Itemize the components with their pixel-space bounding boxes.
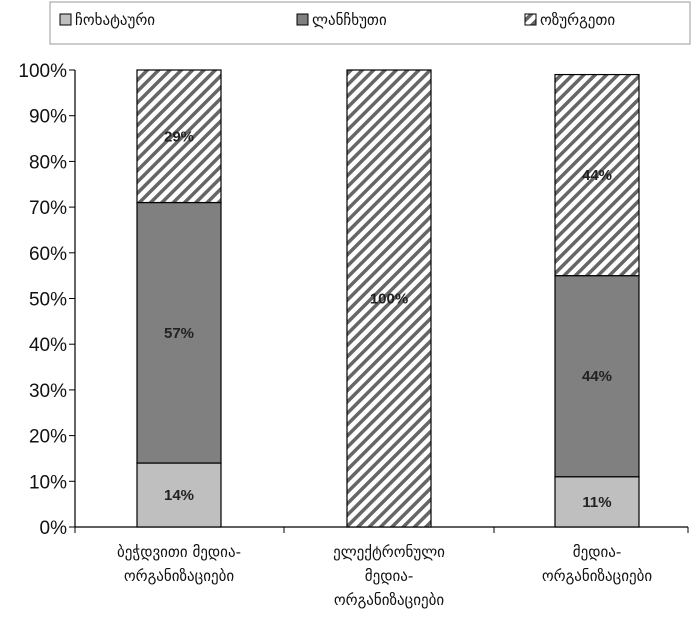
- category-labels: ბეჭდვითი მედია-ორგანიზაციები ელექტრონული მ…: [117, 543, 652, 609]
- category-label: მედია-: [365, 567, 414, 585]
- category-label: ორგანიზაციები: [334, 591, 445, 609]
- y-tick-label: 10%: [29, 472, 67, 493]
- bar-segment: [554, 275, 640, 478]
- y-tick-label: 50%: [29, 290, 67, 311]
- legend-entry: ჩოხატაური: [75, 11, 155, 29]
- data-label: 29%: [164, 128, 194, 145]
- category-label: ორგანიზაციები: [124, 567, 235, 585]
- y-tick-label: 20%: [29, 427, 67, 448]
- legend-entry: ლანჩხუთი: [312, 11, 387, 29]
- legend-entry: ოზურგეთი: [540, 11, 615, 29]
- legend: ჩოხატაური ლანჩხუთი ოზურგეთი: [49, 1, 691, 45]
- data-label: 11%: [582, 494, 611, 511]
- category-label: ელექტრონული: [333, 543, 445, 561]
- category-label: ორგანიზაციები: [542, 567, 653, 585]
- axes: 0% 10% 20% 30% 40% 50% 60% 70% 80% 90% 100%: [18, 61, 689, 539]
- data-label: 44%: [582, 368, 612, 385]
- category-label: ბეჭდვითი მედია-: [117, 543, 241, 561]
- y-tick-label: 80%: [29, 152, 67, 173]
- data-label: 14%: [164, 487, 194, 504]
- bars: 14% 57% 29% 100% 11% 44% 44%: [136, 69, 640, 528]
- y-tick-label: 90%: [29, 107, 67, 128]
- y-tick-label: 60%: [29, 244, 67, 265]
- bar-segment: [554, 476, 640, 528]
- y-tick-label: 100%: [18, 61, 67, 82]
- bar-segment: [136, 69, 222, 204]
- bar-segment: [136, 201, 222, 464]
- data-label: 44%: [582, 167, 612, 184]
- data-label: 100%: [370, 291, 408, 308]
- bar-segment: [554, 73, 640, 277]
- category-label: მედია-: [573, 543, 622, 561]
- y-tick-label: 70%: [29, 198, 67, 219]
- data-label: 57%: [164, 325, 194, 342]
- y-tick-label: 30%: [29, 381, 67, 402]
- legend-swatch: [524, 13, 537, 26]
- y-tick-label: 0%: [40, 518, 68, 539]
- legend-swatch: [59, 13, 72, 26]
- legend-swatch: [296, 13, 309, 26]
- bar-segment: [346, 69, 432, 528]
- bar-segment: [136, 462, 222, 528]
- legend-box: [49, 1, 691, 45]
- y-tick-label: 40%: [29, 335, 67, 356]
